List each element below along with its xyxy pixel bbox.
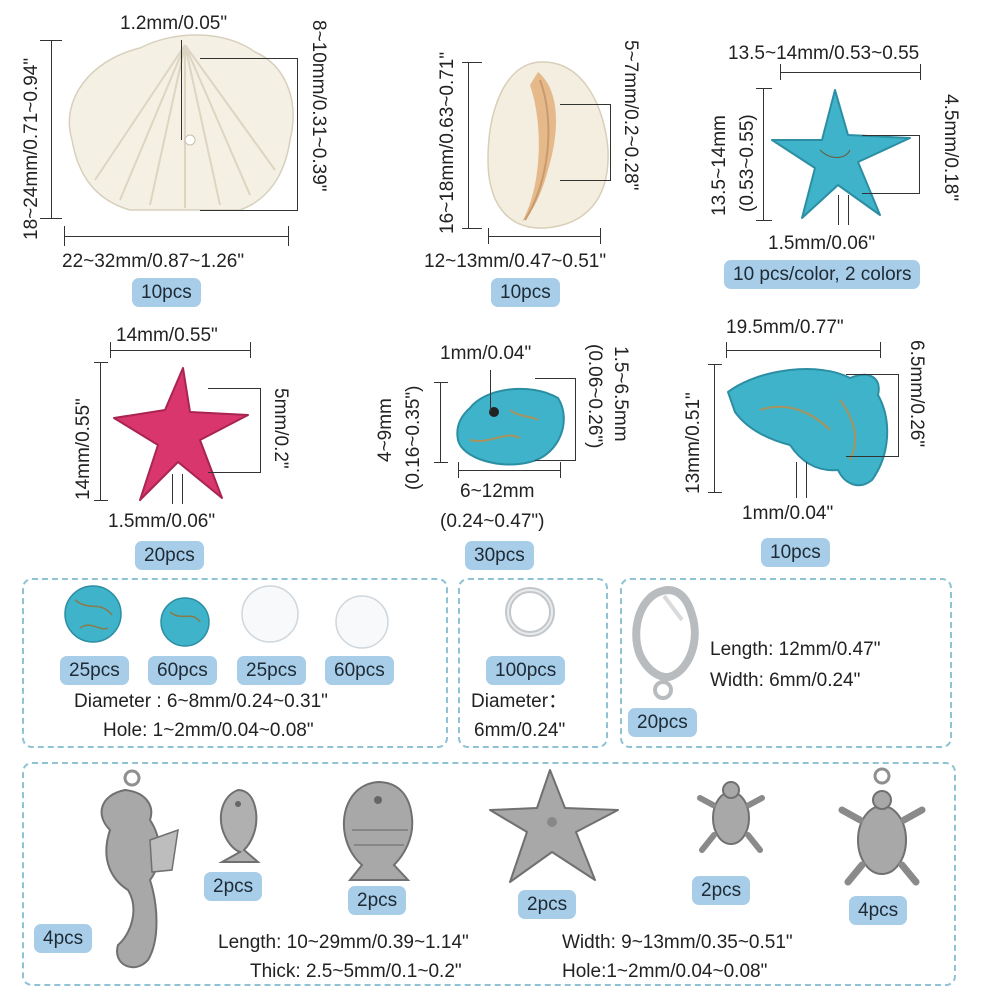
beads-diameter-label: Diameter : 6~8mm/0.24~0.31"	[74, 691, 328, 712]
pink-starfish-hole-label: 1.5mm/0.06"	[108, 511, 216, 532]
charm-qty-badge-turtle: 4pcs	[849, 896, 908, 925]
charm-qty-badge-small-turtle: 2pcs	[692, 876, 751, 905]
charm-qty-badge-fish: 2pcs	[348, 886, 407, 915]
dolphin-width-label: 19.5mm/0.77"	[726, 317, 844, 338]
chip-width-label-a: 6~12mm	[460, 481, 535, 502]
bead-qty-badge-3: 25pcs	[237, 656, 306, 685]
chip-qty-badge: 30pcs	[465, 541, 534, 570]
charms-panel	[22, 762, 956, 986]
bead-qty-badge-1: 25pcs	[60, 656, 129, 685]
clasp-length-label: Length: 12mm/0.47"	[710, 639, 881, 660]
jump-rings-panel	[458, 578, 608, 748]
charms-thick-label: Thick: 2.5~5mm/0.1~0.2"	[250, 961, 462, 982]
charms-width-label: Width: 9~13mm/0.35~0.51"	[562, 932, 793, 953]
pink-starfish-width-label: 14mm/0.55"	[116, 325, 218, 346]
blue-starfish-hole-label: 1.5mm/0.06"	[768, 233, 876, 254]
charms-hole-label: Hole:1~2mm/0.04~0.08"	[562, 961, 768, 982]
clasp-panel	[620, 578, 952, 748]
jump-rings-diameter-value: 6mm/0.24"	[474, 720, 566, 741]
charm-qty-badge-starfish: 2pcs	[518, 890, 577, 919]
bead-qty-badge-2: 60pcs	[148, 656, 217, 685]
jump-rings-diameter-label: Diameter：	[471, 691, 568, 712]
clasp-width-label: Width: 6mm/0.24"	[710, 670, 861, 691]
clasp-qty-badge: 20pcs	[628, 708, 697, 737]
beads-hole-label: Hole: 1~2mm/0.04~0.08"	[103, 720, 314, 741]
dolphin-hole-label: 1mm/0.04"	[742, 503, 834, 524]
charms-length-label: Length: 10~29mm/0.39~1.14"	[218, 932, 469, 953]
dolphin-qty-badge: 10pcs	[761, 538, 830, 567]
cowrie-qty-badge: 10pcs	[491, 278, 560, 307]
beads-panel	[22, 578, 448, 748]
blue-starfish-qty-badge: 10 pcs/color, 2 colors	[724, 260, 921, 289]
charm-qty-badge-seahorse: 4pcs	[34, 924, 93, 953]
charm-qty-badge-small-fish: 2pcs	[204, 872, 263, 901]
chip-hole-label: 1mm/0.04"	[440, 343, 532, 364]
bead-qty-badge-4: 60pcs	[325, 656, 394, 685]
blue-starfish-width-label: 13.5~14mm/0.53~0.55	[728, 43, 920, 64]
shell-hole-label: 1.2mm/0.05"	[120, 13, 228, 34]
cowrie-width-label: 12~13mm/0.47~0.51"	[424, 251, 607, 272]
jump-rings-qty-badge: 100pcs	[486, 656, 566, 685]
chip-width-label-b: (0.24~0.47")	[440, 511, 545, 532]
shell-qty-badge: 10pcs	[132, 278, 201, 307]
pink-starfish-qty-badge: 20pcs	[135, 541, 204, 570]
shell-width-label: 22~32mm/0.87~1.26"	[62, 251, 245, 272]
